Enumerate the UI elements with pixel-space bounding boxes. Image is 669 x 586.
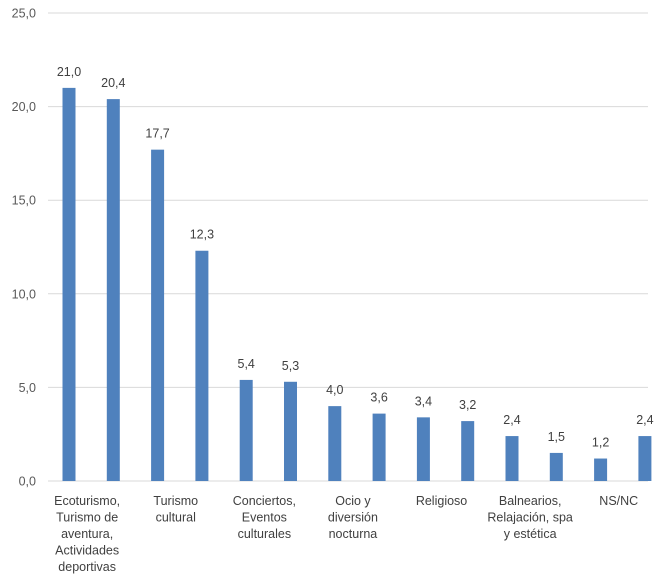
bar — [461, 421, 475, 481]
bar — [549, 452, 563, 481]
data-label: 20,4 — [101, 76, 125, 90]
data-label: 17,7 — [145, 127, 169, 141]
data-label: 2,4 — [503, 413, 520, 427]
y-tick-label: 0,0 — [19, 475, 36, 489]
data-label: 12,3 — [190, 228, 214, 242]
category-labels: Ecoturismo, Turismo de aventura, Actividade… — [54, 494, 638, 574]
bar — [62, 87, 76, 481]
data-label: 2,4 — [636, 413, 653, 427]
bar — [284, 381, 297, 481]
bar — [638, 436, 652, 481]
bar — [239, 379, 253, 481]
bar — [505, 436, 519, 481]
y-tick-label: 25,0 — [12, 7, 36, 21]
category-label: NS/NC — [599, 494, 638, 508]
data-label: 5,4 — [238, 357, 255, 371]
bar — [372, 413, 386, 481]
data-label: 1,5 — [548, 430, 565, 444]
category-label: Ocio y diversión nocturna — [328, 494, 378, 541]
bar — [328, 406, 342, 481]
category-label: Conciertos, Eventos culturales — [233, 494, 296, 541]
category-label: Ecoturismo, Turismo de aventura, Actividade… — [54, 494, 120, 574]
y-tick-label: 15,0 — [12, 194, 36, 208]
category-label: Religioso — [416, 494, 467, 508]
data-label: 3,6 — [370, 391, 387, 405]
data-label: 4,0 — [326, 383, 343, 397]
y-tick-label: 5,0 — [19, 381, 36, 395]
bars — [62, 87, 652, 481]
bar — [151, 149, 165, 481]
gridlines — [48, 12, 648, 482]
data-label: 1,2 — [592, 436, 609, 450]
bar — [195, 250, 209, 481]
y-tick-label: 10,0 — [12, 287, 36, 301]
data-label: 3,4 — [415, 394, 432, 408]
category-label: Turismo cultural — [153, 494, 198, 525]
bar — [594, 458, 608, 481]
y-axis-tick-labels: 0,0 5,0 10,0 15,0 20,0 25,0 — [12, 7, 36, 489]
y-tick-label: 20,0 — [12, 100, 36, 114]
bar — [106, 99, 120, 481]
category-label: Balnearios, Relajación, spa y estética — [487, 494, 573, 541]
data-label: 21,0 — [57, 65, 81, 79]
bar — [416, 417, 430, 481]
data-label: 3,2 — [459, 398, 476, 412]
data-label: 5,3 — [282, 359, 299, 373]
data-labels: 21,0 20,4 17,7 12,3 5,4 5,3 4,0 3,6 3,4 3,2 2,4 1,5… — [57, 65, 654, 450]
